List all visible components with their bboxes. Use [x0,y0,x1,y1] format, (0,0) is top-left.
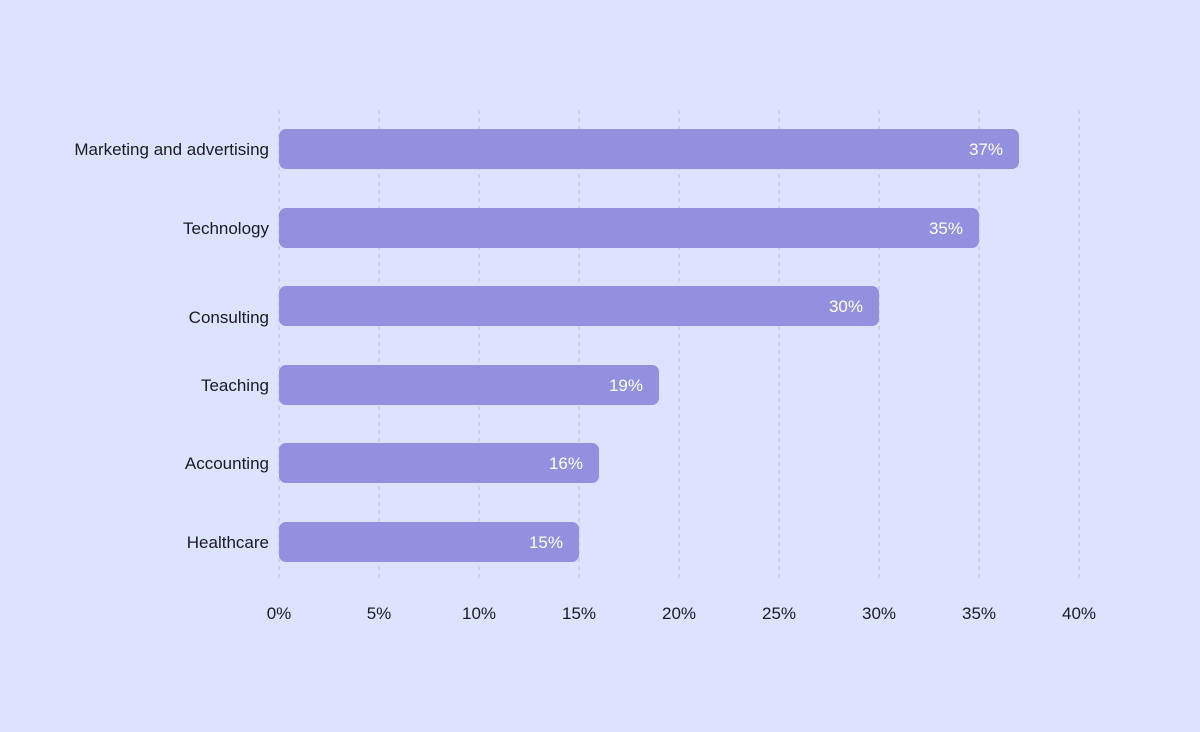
bar [279,129,1019,169]
value-label: 37% [969,140,1003,159]
x-tick-label: 5% [367,604,392,623]
value-label: 15% [529,533,563,552]
x-tick-label: 10% [462,604,496,623]
x-tick-label: 30% [862,604,896,623]
value-labels: 37% 35% 30% 19% 16% 15% [529,140,1003,552]
category-labels: Marketing and advertising Technology Consu… [74,140,269,552]
value-label: 19% [609,376,643,395]
category-label: Healthcare [187,533,269,552]
value-label: 30% [829,297,863,316]
x-tick-label: 20% [662,604,696,623]
category-label: Consulting [189,308,269,327]
bar [279,286,879,326]
bars [279,129,1019,562]
x-tick-label: 15% [562,604,596,623]
category-label: Accounting [185,454,269,473]
value-label: 35% [929,219,963,238]
category-label: Technology [183,219,270,238]
bar [279,208,979,248]
x-tick-label: 0% [267,604,292,623]
x-axis-tick-labels: 0% 5% 10% 15% 20% 25% 30% 35% 40% [267,604,1096,623]
grid-lines [278,110,1080,582]
x-tick-label: 35% [962,604,996,623]
category-label: Marketing and advertising [74,140,269,159]
bar [279,443,599,483]
x-tick-label: 40% [1062,604,1096,623]
bar [279,522,579,562]
value-label: 16% [549,454,583,473]
x-tick-label: 25% [762,604,796,623]
category-label: Teaching [201,376,269,395]
bar [279,365,659,405]
